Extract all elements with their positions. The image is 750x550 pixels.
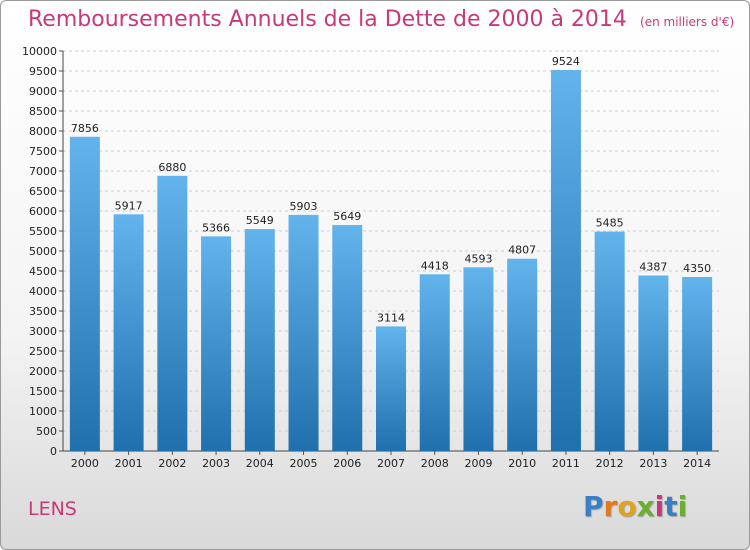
bar-2000 xyxy=(69,136,100,451)
y-tick-label: 6500 xyxy=(29,185,57,198)
bar-2005 xyxy=(288,214,319,451)
x-tick-label: 2001 xyxy=(115,457,143,470)
x-tick-label: 2008 xyxy=(421,457,449,470)
logo-letter: x xyxy=(636,490,655,523)
value-label-2003: 5366 xyxy=(202,221,230,234)
x-tick-label: 2007 xyxy=(377,457,405,470)
value-label-2008: 4418 xyxy=(421,259,449,272)
value-label-2012: 5485 xyxy=(596,217,624,230)
value-label-2004: 5549 xyxy=(246,214,274,227)
y-tick-label: 6000 xyxy=(29,205,57,218)
x-tick-label: 2012 xyxy=(596,457,624,470)
bar-2004 xyxy=(244,229,275,451)
data-labels: 7856 5917 6880 5366 5549 5903 5649 3114 4418 4593… xyxy=(71,55,711,324)
bar-2006 xyxy=(332,225,363,451)
logo-letter: r xyxy=(603,490,618,523)
logo-letter: i xyxy=(677,490,688,523)
value-label-2006: 5649 xyxy=(333,210,361,223)
bar-2014 xyxy=(682,277,713,451)
value-label-2005: 5903 xyxy=(290,200,318,213)
value-label-2011: 9524 xyxy=(552,55,580,68)
value-label-2009: 4593 xyxy=(464,252,492,265)
bar-2012 xyxy=(594,231,625,451)
y-tick-label: 2500 xyxy=(29,345,57,358)
value-label-2002: 6880 xyxy=(158,161,186,174)
y-tick-label: 9000 xyxy=(29,85,57,98)
y-tick-label: 10000 xyxy=(22,45,57,58)
x-tick-label: 2014 xyxy=(683,457,711,470)
x-tick-label: 2011 xyxy=(552,457,580,470)
y-tick-label: 0 xyxy=(50,445,57,458)
value-label-2013: 4387 xyxy=(639,261,667,274)
y-tick-label: 4000 xyxy=(29,285,57,298)
x-tick-label: 2013 xyxy=(639,457,667,470)
y-tick-label: 2000 xyxy=(29,365,57,378)
x-tick-label: 2006 xyxy=(333,457,361,470)
bar-2007 xyxy=(376,326,406,451)
bar-2008 xyxy=(419,274,450,451)
logo-letter: i xyxy=(654,490,665,523)
y-tick-label: 3000 xyxy=(29,325,57,338)
y-tick-label: 7500 xyxy=(29,145,57,158)
x-tick-label: 2010 xyxy=(508,457,536,470)
y-tick-label: 1500 xyxy=(29,385,57,398)
y-tick-label: 8000 xyxy=(29,125,57,138)
x-tick-label: 2002 xyxy=(158,457,186,470)
y-tick-label: 4500 xyxy=(29,265,57,278)
proxiti-logo: Proxiti xyxy=(583,490,687,523)
bar-2002 xyxy=(157,175,188,452)
y-tick-label: 1000 xyxy=(29,405,57,418)
logo-letter: o xyxy=(617,490,637,523)
value-label-2014: 4350 xyxy=(683,262,711,275)
x-tick-label: 2000 xyxy=(71,457,99,470)
bars xyxy=(69,70,713,452)
y-tick-label: 9500 xyxy=(29,65,57,78)
y-tick-label: 5500 xyxy=(29,225,57,238)
y-tick-label: 7000 xyxy=(29,165,57,178)
value-label-2001: 5917 xyxy=(115,199,143,212)
x-tick-label: 2004 xyxy=(246,457,274,470)
x-tick-label: 2009 xyxy=(464,457,492,470)
title-unit: (en milliers d'€) xyxy=(640,15,735,29)
y-tick-label: 500 xyxy=(36,425,57,438)
bar-2010 xyxy=(507,258,538,451)
value-label-2000: 7856 xyxy=(71,122,99,135)
x-tick-label: 2005 xyxy=(290,457,318,470)
y-tick-label: 3500 xyxy=(29,305,57,318)
bar-2009 xyxy=(463,267,494,451)
y-tick-label: 5000 xyxy=(29,245,57,258)
bar-2013 xyxy=(638,275,669,451)
bar-2003 xyxy=(201,236,232,451)
city-name: LENS xyxy=(28,498,77,520)
value-label-2010: 4807 xyxy=(508,244,536,257)
bar-2001 xyxy=(113,214,144,451)
x-tick-label: 2003 xyxy=(202,457,230,470)
logo-letter: t xyxy=(664,490,678,523)
value-label-2007: 3114 xyxy=(377,311,405,324)
y-tick-label: 8500 xyxy=(29,105,57,118)
bar-2011 xyxy=(550,70,581,451)
title-text: Remboursements Annuels de la Dette de 20… xyxy=(28,7,627,32)
logo-letter: P xyxy=(583,490,604,523)
chart-title: Remboursements Annuels de la Dette de 20… xyxy=(28,7,734,32)
